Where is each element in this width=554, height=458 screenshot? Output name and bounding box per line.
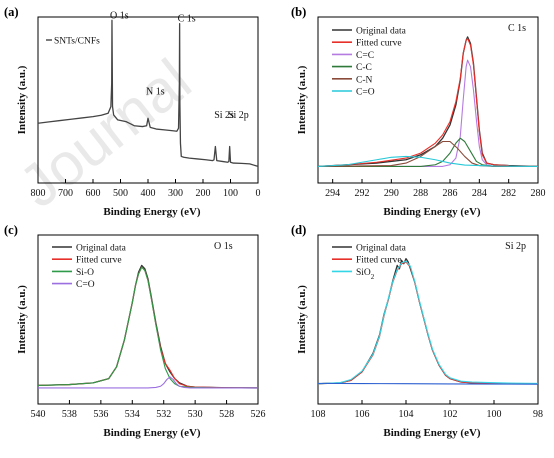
plot-frame <box>317 16 539 184</box>
x-tick-label: 284 <box>472 188 487 199</box>
x-tick-label: 536 <box>93 409 108 420</box>
x-tick-label: 280 <box>531 188 546 199</box>
x-tick-label: 400 <box>141 188 156 199</box>
x-tick-label: 200 <box>196 188 211 199</box>
spectrum-region-label: O 1s <box>214 241 233 252</box>
series-line-original-data <box>317 36 539 168</box>
legend-label: Si-O <box>76 268 94 278</box>
series-line-c-o <box>38 376 258 389</box>
x-tick-label: 800 <box>31 188 46 199</box>
peak-annotation: O 1s <box>110 10 129 21</box>
peak-annotation: Si 2s <box>214 110 234 121</box>
x-tick-label: 102 <box>443 409 458 420</box>
x-tick-label: 98 <box>533 409 543 420</box>
x-tick-label: 530 <box>188 409 203 420</box>
series-line-si-o <box>37 266 258 389</box>
legend-label: C=O <box>76 280 95 290</box>
panel-letter: (c) <box>4 223 18 237</box>
x-tick-label: 534 <box>125 409 140 420</box>
legend-label: Original data <box>76 244 127 254</box>
series-line-sio2 <box>317 260 539 385</box>
x-tick-label: 282 <box>501 188 516 199</box>
x-tick-label: 600 <box>86 188 101 199</box>
legend-label: C=O <box>356 88 375 98</box>
x-tick-label: 300 <box>168 188 183 199</box>
x-tick-label: 292 <box>355 188 370 199</box>
x-tick-label: 526 <box>251 409 266 420</box>
series-line-fitted-curve <box>317 38 539 167</box>
legend-label: Original data <box>356 244 407 254</box>
peak-annotation: N 1s <box>146 87 165 98</box>
chart-panel-a: 800 700 600 500 400 300 200 100 0 Binding Energy … <box>4 5 261 218</box>
panel-letter: (d) <box>291 223 306 237</box>
series-line-c-c <box>318 137 538 167</box>
x-axis-label: Binding Energy (eV) <box>103 206 201 218</box>
series-line-c-o <box>317 155 539 167</box>
chart-panel-b: 294 292 290 288 286 284 282 280 Binding Energy (… <box>291 5 546 218</box>
x-axis-label: Binding Energy (eV) <box>103 427 201 439</box>
x-tick-label: 100 <box>223 188 238 199</box>
legend-label: C-N <box>356 75 373 85</box>
x-tick-label: 528 <box>219 409 234 420</box>
y-axis-label: Intensity (a.u.) <box>296 65 308 134</box>
legend-label: C-C <box>356 63 372 73</box>
x-axis-label: Binding Energy (eV) <box>383 427 481 439</box>
spectrum-region-label: C 1s <box>508 23 526 34</box>
legend-label: Original data <box>356 27 407 37</box>
legend-label: SiO2 <box>356 268 375 281</box>
x-tick-label: 294 <box>325 188 340 199</box>
plot-frame <box>317 234 539 405</box>
spectrum-region-label: Si 2p <box>505 241 526 252</box>
y-axis-label: Intensity (a.u.) <box>16 65 28 134</box>
x-tick-label: 106 <box>355 409 370 420</box>
legend-label: Fitted curve <box>356 256 402 266</box>
series-line-snts-cnfs <box>37 19 259 168</box>
x-tick-label: 104 <box>399 409 414 420</box>
legend-label: Fitted curve <box>356 39 402 49</box>
panel-letter: (b) <box>291 5 306 19</box>
chart-panel-d: 108 106 104 102 100 98 Binding Energy (eV) Inte… <box>291 223 543 439</box>
series-line-c-c <box>318 59 538 167</box>
legend-label: SNTs/CNFs <box>54 37 100 47</box>
panel-letter: (a) <box>4 5 19 19</box>
series-line-original-data <box>317 258 538 385</box>
series-line-fitted-curve <box>37 266 259 389</box>
x-tick-label: 538 <box>62 409 77 420</box>
series-line-baseline <box>317 382 539 385</box>
x-tick-label: 532 <box>156 409 171 420</box>
peak-annotation: C 1s <box>178 14 196 25</box>
series-line-fitted-curve <box>317 261 538 385</box>
x-tick-label: 108 <box>311 409 326 420</box>
y-axis-label: Intensity (a.u.) <box>16 285 28 354</box>
x-axis-label: Binding Energy (eV) <box>383 206 481 218</box>
series-line-c-n <box>317 140 538 167</box>
legend-label: C=C <box>356 51 374 61</box>
x-tick-label: 540 <box>31 409 46 420</box>
x-tick-label: 0 <box>256 188 261 199</box>
y-axis-label: Intensity (a.u.) <box>296 285 308 354</box>
x-tick-label: 288 <box>413 188 428 199</box>
x-tick-label: 100 <box>487 409 502 420</box>
plot-frame <box>37 234 259 405</box>
chart-panel-c: 540 538 536 534 532 530 528 526 Binding Energy (… <box>4 223 266 439</box>
x-tick-label: 286 <box>443 188 458 199</box>
x-tick-label: 700 <box>58 188 73 199</box>
legend-label: Fitted curve <box>76 256 122 266</box>
peak-annotation: Si 2p <box>228 110 249 121</box>
x-tick-label: 500 <box>113 188 128 199</box>
x-tick-label: 290 <box>384 188 399 199</box>
